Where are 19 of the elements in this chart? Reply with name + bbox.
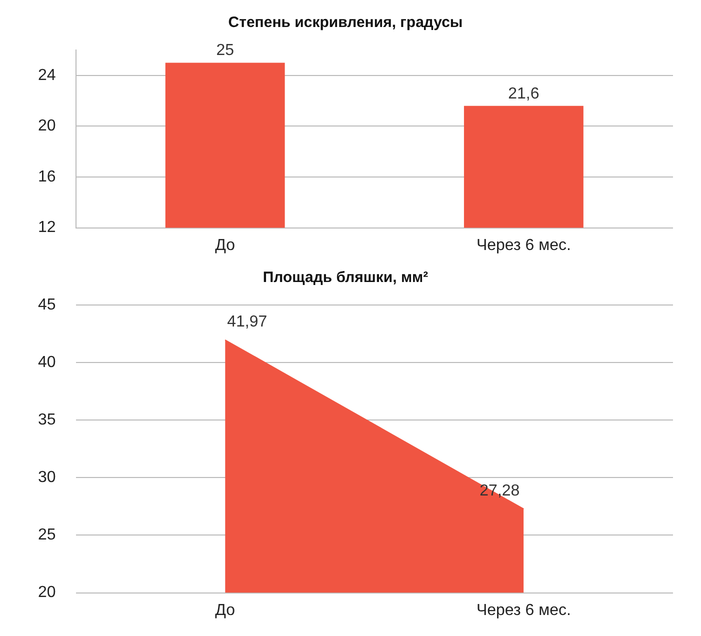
y-tick-label: 20 <box>38 118 56 135</box>
y-tick-label: 24 <box>38 66 56 84</box>
x-tick-label: Через 6 мес. <box>476 602 571 619</box>
y-tick-label: 20 <box>38 584 56 602</box>
data-label: 21,6 <box>508 85 540 102</box>
y-tick-label: 30 <box>38 469 56 486</box>
y-tick-label: 45 <box>38 296 56 314</box>
chart-title: Площадь бляшки, мм² <box>262 269 428 286</box>
x-tick-label: До <box>215 602 236 619</box>
data-label: 41,97 <box>227 313 268 330</box>
y-tick-label: 25 <box>38 526 56 544</box>
data-label: 25 <box>216 42 234 60</box>
chart-title: Степень искривления, градусы <box>228 14 463 32</box>
y-tick-label: 16 <box>38 168 56 186</box>
x-tick-label: Через 6 мес. <box>476 236 571 254</box>
x-tick-label: До <box>215 236 236 254</box>
y-tick-label: 12 <box>38 219 56 236</box>
y-tick-label: 40 <box>38 354 56 371</box>
y-tick-label: 35 <box>38 412 56 429</box>
